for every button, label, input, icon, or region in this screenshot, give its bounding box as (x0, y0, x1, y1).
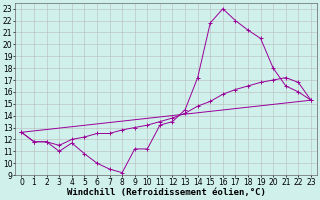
X-axis label: Windchill (Refroidissement éolien,°C): Windchill (Refroidissement éolien,°C) (67, 188, 266, 197)
